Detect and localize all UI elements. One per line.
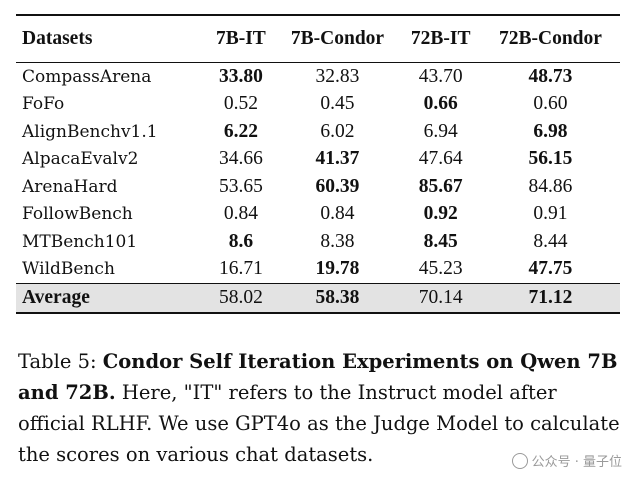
- score-cell: 60.39: [315, 175, 360, 197]
- dataset-name: FollowBench: [22, 204, 133, 225]
- score-cell: 32.83: [315, 65, 360, 87]
- header-col-1: 7B-IT: [215, 28, 266, 49]
- table-body: CompassArena 33.80 32.83 43.70 48.73 FoFo 0.52…: [16, 63, 620, 313]
- table-row: AlignBenchv1.1 6.22 6.02 6.94 6.98: [16, 118, 620, 146]
- score-cell: 53.65: [218, 175, 263, 197]
- score-cell: 56.15: [528, 148, 573, 170]
- header-col-4: 72B-Condor: [498, 28, 602, 49]
- score-cell: 6.98: [533, 120, 568, 142]
- score-cell: 8.44: [533, 230, 568, 252]
- dataset-name: FoFo: [22, 94, 65, 115]
- score-cell: 0.84: [320, 203, 355, 225]
- score-cell: 0.91: [533, 203, 568, 225]
- score-cell: 8.45: [423, 230, 458, 252]
- table-row: WildBench 16.71 19.78 45.23 47.75: [16, 256, 620, 284]
- header-col-3: 72B-IT: [410, 28, 471, 49]
- average-row: Average 58.02 58.38 70.14 71.12: [16, 283, 620, 313]
- caption-label: Table 5:: [18, 350, 97, 373]
- watermark-text: 公众号 · 量子位: [531, 455, 622, 470]
- table-caption: Table 5: Condor Self Iteration Experimen…: [18, 346, 626, 470]
- table-row: FoFo 0.52 0.45 0.66 0.60: [16, 91, 620, 119]
- score-cell: 45.23: [418, 258, 463, 280]
- score-cell: 0.45: [320, 93, 355, 115]
- score-cell: 58.38: [315, 286, 360, 308]
- score-cell: 71.12: [528, 286, 573, 308]
- dataset-name: Average: [22, 286, 90, 308]
- dataset-name: CompassArena: [22, 66, 152, 87]
- caption-text: Here, "IT" refers to the Instruct model …: [18, 381, 620, 466]
- score-cell: 85.67: [418, 175, 463, 197]
- score-cell: 48.73: [528, 65, 573, 87]
- score-cell: 41.37: [315, 148, 360, 170]
- table-row: FollowBench 0.84 0.84 0.92 0.91: [16, 201, 620, 229]
- dataset-name: AlignBenchv1.1: [22, 121, 158, 142]
- header-datasets: Datasets: [22, 28, 93, 49]
- watermark: 公众号 · 量子位: [509, 451, 624, 470]
- dataset-name: ArenaHard: [22, 176, 118, 197]
- score-cell: 0.92: [423, 203, 458, 225]
- score-cell: 43.70: [418, 65, 463, 87]
- table-header-row: Datasets 7B-IT 7B-Condor 72B-IT 72B-Condor: [16, 15, 620, 63]
- score-cell: 6.22: [223, 120, 258, 142]
- table-row: MTBench101 8.6 8.38 8.45 8.44: [16, 228, 620, 256]
- score-cell: 6.94: [423, 120, 458, 142]
- score-cell: 84.86: [528, 175, 573, 197]
- score-cell: 19.78: [315, 258, 360, 280]
- score-cell: 8.38: [320, 230, 355, 252]
- score-cell: 58.02: [218, 286, 263, 308]
- score-cell: 6.02: [320, 120, 355, 142]
- dataset-name: MTBench101: [22, 231, 138, 252]
- score-cell: 33.80: [218, 65, 263, 87]
- score-cell: 8.6: [228, 230, 254, 252]
- score-cell: 47.64: [418, 148, 463, 170]
- results-table: Datasets 7B-IT 7B-Condor 72B-IT 72B-Condor C…: [16, 14, 620, 314]
- score-cell: 34.66: [218, 148, 263, 170]
- table-row: AlpacaEvalv2 34.66 41.37 47.64 56.15: [16, 146, 620, 174]
- table-row: ArenaHard 53.65 60.39 85.67 84.86: [16, 173, 620, 201]
- score-cell: 16.71: [218, 258, 263, 280]
- wechat-icon: [511, 452, 528, 469]
- score-cell: 0.60: [533, 93, 568, 115]
- score-cell: 0.84: [223, 203, 258, 225]
- dataset-name: AlpacaEvalv2: [22, 149, 139, 170]
- table-row: CompassArena 33.80 32.83 43.70 48.73: [16, 63, 620, 91]
- dataset-name: WildBench: [22, 259, 115, 280]
- header-col-2: 7B-Condor: [290, 28, 385, 49]
- score-cell: 47.75: [528, 258, 573, 280]
- score-cell: 0.66: [423, 93, 458, 115]
- score-cell: 0.52: [223, 93, 258, 115]
- score-cell: 70.14: [418, 286, 463, 308]
- caption-title: Condor Self Iteration Experiments on Qwe…: [18, 350, 618, 404]
